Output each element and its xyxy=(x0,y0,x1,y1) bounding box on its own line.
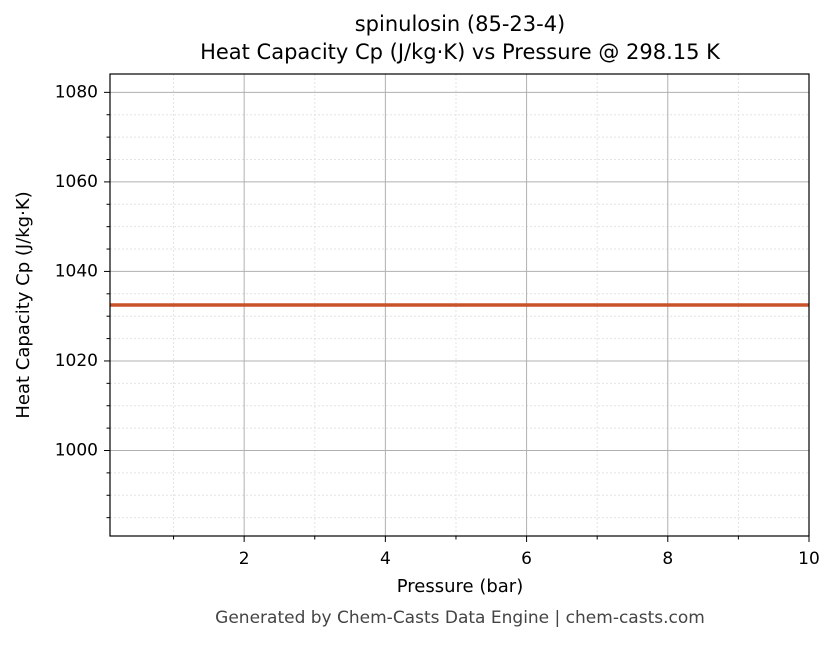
footer: Generated by Chem-Casts Data Engine | ch… xyxy=(215,608,705,628)
y-tick-label: 1020 xyxy=(55,351,98,371)
x-tick-label: 10 xyxy=(798,549,820,569)
x-tick-label: 4 xyxy=(380,549,391,569)
plot-frame xyxy=(109,73,810,537)
y-tick-label: 1040 xyxy=(55,261,98,281)
chart-title: spinulosin (85-23-4) xyxy=(355,12,566,36)
x-tick-label: 6 xyxy=(521,549,532,569)
y-tick-label: 1060 xyxy=(55,172,98,192)
x-tick-label: 8 xyxy=(662,549,673,569)
x-axis-label: Pressure (bar) xyxy=(397,576,523,597)
y-tick-label: 1000 xyxy=(55,440,98,460)
y-tick-label: 1080 xyxy=(55,82,98,102)
x-tick-label: 2 xyxy=(239,549,250,569)
chart-subtitle: Heat Capacity Cp (J/kg·K) vs Pressure @ … xyxy=(200,40,721,64)
y-axis-label: Heat Capacity Cp (J/kg·K) xyxy=(13,191,34,418)
